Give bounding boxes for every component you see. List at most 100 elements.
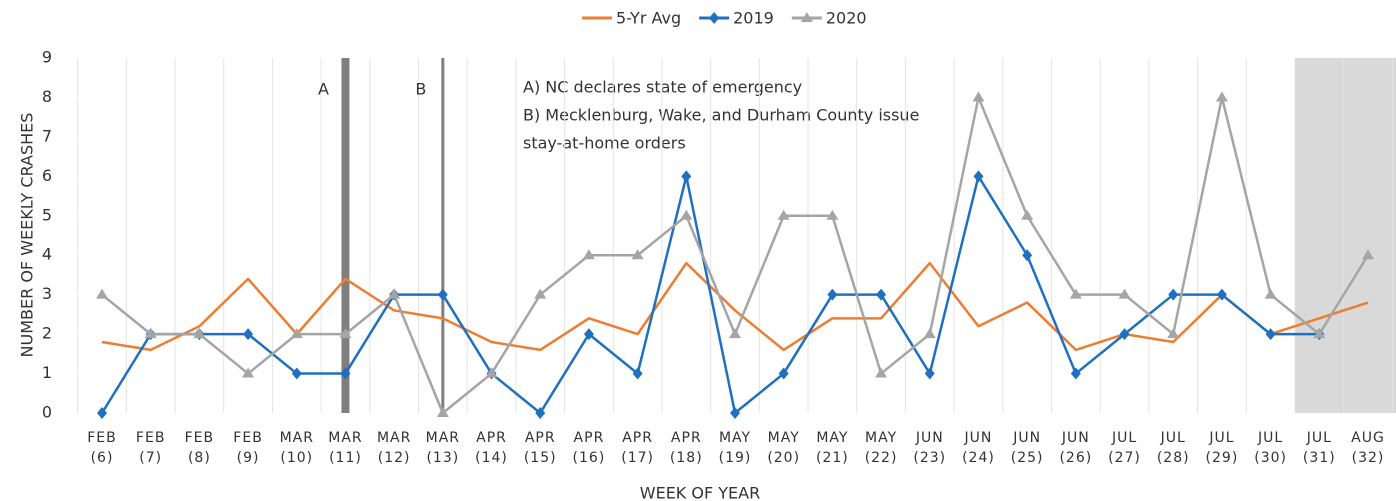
x-tick-label: APR (18) bbox=[669, 430, 703, 466]
marker bbox=[193, 328, 206, 339]
x-tick-label: APR (17) bbox=[621, 430, 654, 466]
marker bbox=[388, 288, 401, 299]
marker bbox=[340, 367, 351, 380]
y-tick-label: 3 bbox=[42, 284, 52, 303]
marker bbox=[535, 407, 546, 419]
x-tick-label: JUL (29) bbox=[1205, 430, 1239, 466]
annotation-label: A bbox=[318, 80, 329, 99]
x-tick-label: APR (14) bbox=[475, 430, 508, 466]
x-tick-label: JUN (24) bbox=[962, 430, 995, 466]
x-tick-label: FEB (8) bbox=[184, 430, 215, 466]
y-tick-label: 0 bbox=[42, 403, 52, 422]
y-axis-label: NUMBER OF WEEKLY CRASHES bbox=[18, 113, 37, 358]
marker bbox=[729, 328, 741, 339]
shaded-region bbox=[1295, 58, 1396, 413]
x-tick-label: JUN (25) bbox=[1010, 430, 1044, 466]
marker bbox=[826, 209, 839, 220]
marker bbox=[1216, 288, 1227, 301]
marker bbox=[1118, 288, 1131, 299]
marker bbox=[144, 328, 157, 339]
y-tick-label: 5 bbox=[42, 205, 52, 224]
note: B) Mecklenburg, Wake, and Durham County … bbox=[523, 106, 919, 125]
notes: A) NC declares state of emergency B) Meck… bbox=[523, 78, 919, 153]
x-tick-label: JUN (23) bbox=[913, 430, 947, 466]
marker bbox=[973, 170, 984, 183]
x-tick-label: MAR (11) bbox=[328, 430, 363, 466]
y-tick-label: 1 bbox=[42, 363, 52, 382]
marker bbox=[485, 367, 498, 378]
marker bbox=[1119, 328, 1130, 341]
x-tick-label: FEB (9) bbox=[233, 430, 263, 466]
marker bbox=[827, 288, 838, 301]
y-tick-label: 7 bbox=[42, 126, 52, 145]
marker bbox=[1264, 288, 1277, 299]
marker bbox=[534, 288, 547, 299]
marker bbox=[778, 367, 789, 380]
marker bbox=[1362, 249, 1374, 260]
marker bbox=[1022, 249, 1033, 262]
x-tick-label: AUG (32) bbox=[1351, 430, 1385, 466]
x-tick-label: MAR (10) bbox=[279, 430, 314, 466]
series-line bbox=[101, 261, 1369, 352]
marker bbox=[436, 407, 449, 417]
y-tick-label: 9 bbox=[42, 48, 52, 67]
x-tick-label: MAY (22) bbox=[864, 430, 898, 466]
x-tick-label: MAY (20) bbox=[767, 430, 801, 466]
legend-label: 2019 bbox=[733, 9, 774, 28]
x-tick-label: JUN (26) bbox=[1059, 430, 1093, 466]
legend-marker bbox=[800, 12, 813, 22]
legend-label: 5-Yr Avg bbox=[616, 9, 681, 28]
x-tick-label: FEB (6) bbox=[87, 430, 117, 466]
marker bbox=[632, 367, 643, 380]
series-line bbox=[100, 175, 1320, 415]
x-tick-label: APR (16) bbox=[572, 430, 606, 466]
marker bbox=[1313, 328, 1326, 339]
marker bbox=[924, 367, 935, 380]
marker bbox=[290, 328, 303, 339]
x-tick-label: MAR (12) bbox=[376, 430, 412, 466]
y-tick-label: 6 bbox=[42, 166, 52, 185]
marker bbox=[96, 288, 108, 299]
marker bbox=[1265, 328, 1276, 341]
y-tick-label: 8 bbox=[42, 87, 52, 106]
x-tick-label: JUL (28) bbox=[1156, 430, 1190, 466]
marker bbox=[876, 288, 887, 301]
marker bbox=[1167, 328, 1180, 339]
x-axis-label: WEEK OF YEAR bbox=[640, 484, 760, 501]
x-tick-label: JUL (27) bbox=[1108, 430, 1141, 466]
marker bbox=[1069, 288, 1082, 299]
x-tick-label: JUL (30) bbox=[1254, 430, 1287, 466]
y-tick-label: 4 bbox=[42, 245, 52, 264]
x-tick-label: APR (15) bbox=[523, 430, 557, 466]
x-tick-label: MAY (21) bbox=[816, 430, 849, 466]
marker bbox=[97, 407, 107, 419]
marker bbox=[437, 288, 448, 301]
marker bbox=[972, 91, 985, 102]
marker bbox=[1021, 209, 1034, 220]
annotation-label: B bbox=[415, 80, 426, 99]
marker bbox=[1215, 91, 1228, 102]
x-tick-label: MAY (19) bbox=[718, 430, 752, 466]
marker bbox=[582, 249, 595, 260]
note: stay-at-home orders bbox=[523, 134, 686, 153]
marker bbox=[680, 209, 693, 220]
series-line bbox=[101, 96, 1370, 415]
marker bbox=[777, 209, 790, 220]
marker bbox=[730, 407, 740, 419]
x-tick-label: JUL (31) bbox=[1302, 430, 1336, 466]
marker bbox=[875, 367, 888, 378]
y-tick-label: 2 bbox=[42, 324, 52, 343]
x-tick-label: FEB (7) bbox=[135, 430, 166, 466]
marker bbox=[339, 328, 352, 339]
note: A) NC declares state of emergency bbox=[523, 78, 802, 97]
marker bbox=[681, 170, 692, 183]
marker bbox=[243, 328, 254, 341]
marker bbox=[923, 328, 936, 339]
x-tick-label: MAR (13) bbox=[425, 430, 461, 466]
legend-marker bbox=[709, 12, 720, 24]
marker bbox=[291, 367, 302, 380]
legend-label: 2020 bbox=[826, 9, 867, 28]
marker bbox=[242, 367, 255, 378]
